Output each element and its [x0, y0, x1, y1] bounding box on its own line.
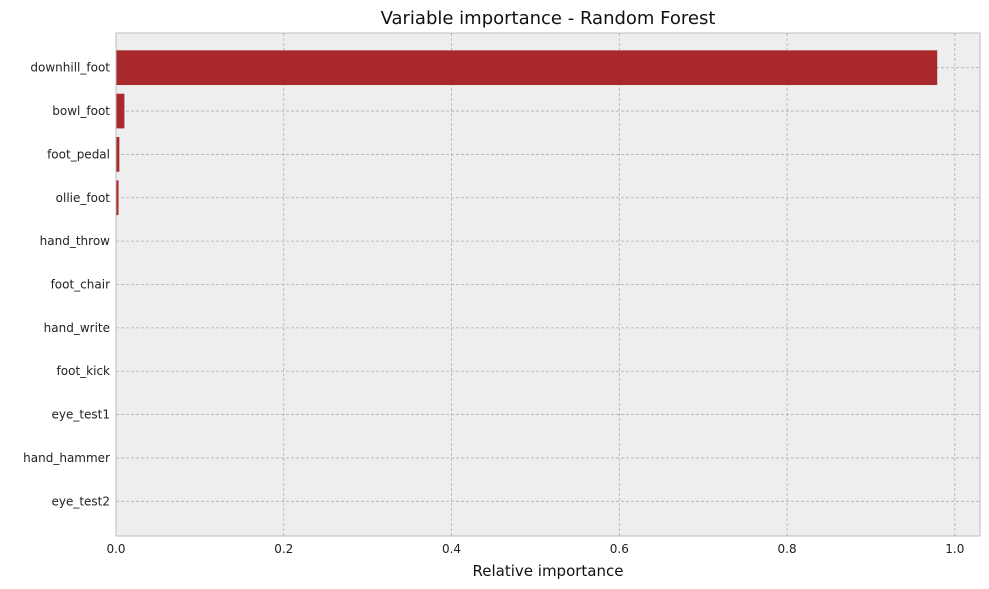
y-tick-label: hand_write [44, 321, 110, 335]
y-tick-label: ollie_foot [56, 191, 111, 205]
y-tick-label: eye_test1 [51, 408, 110, 422]
x-tick-label: 0.8 [778, 542, 797, 556]
plot-frame [115, 32, 981, 537]
y-tick-label: bowl_foot [52, 104, 110, 118]
y-tick-label: hand_hammer [23, 451, 110, 465]
bar-ollie-foot [116, 180, 119, 216]
y-tick-label: hand_throw [40, 234, 111, 248]
x-tick-label: 0.2 [274, 542, 293, 556]
x-tick-labels: 0.0 0.2 0.4 0.6 0.8 1.0 [106, 542, 964, 556]
bar-bowl-foot [116, 93, 125, 129]
x-tick-label: 0.4 [442, 542, 461, 556]
x-tick-label: 0.6 [610, 542, 629, 556]
x-tick-label: 0.0 [106, 542, 125, 556]
chart-title: Variable importance - Random Forest [381, 8, 716, 29]
x-axis-label: Relative importance [473, 562, 624, 580]
y-tick-label: foot_pedal [47, 147, 110, 161]
bar-downhill-foot [116, 50, 938, 86]
y-tick-label: eye_test2 [51, 494, 110, 508]
y-tick-label: foot_chair [51, 278, 111, 292]
y-tick-label: foot_kick [57, 364, 110, 378]
bar-foot-pedal [116, 137, 120, 172]
y-tick-label: downhill_foot [30, 61, 110, 75]
x-tick-label: 1.0 [945, 542, 964, 556]
y-tick-labels: downhill_foot bowl_foot foot_pedal ollie_fo… [23, 61, 110, 509]
bars [116, 50, 938, 519]
